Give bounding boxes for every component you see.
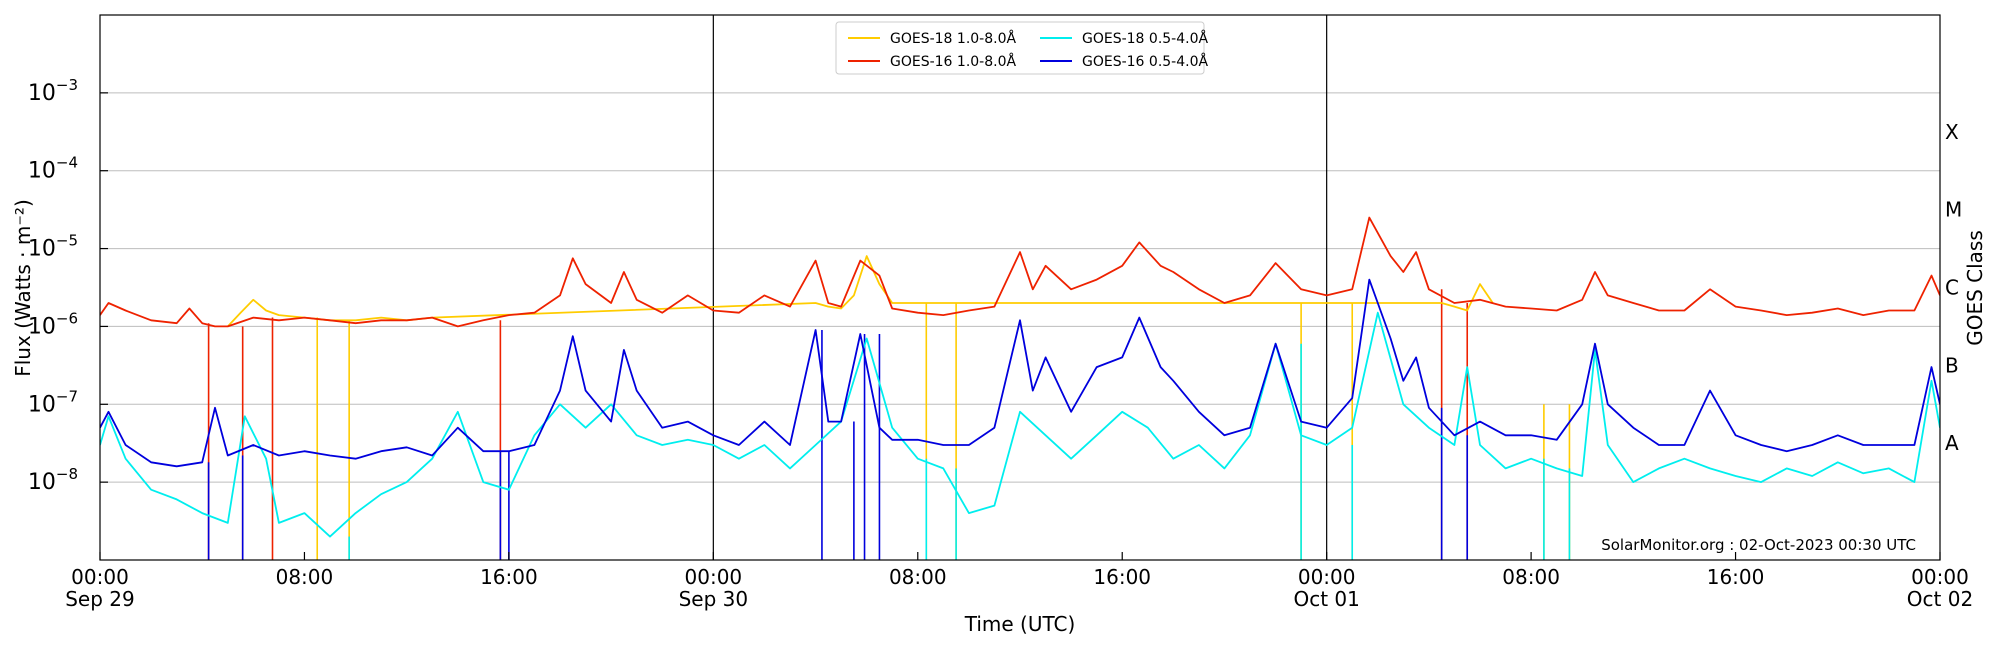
legend-entry-label: GOES-18 1.0-8.0Å [890,30,1016,47]
plot-frame [99,14,1941,561]
y-tick-label: 10−6 [28,309,78,339]
y-tick-label: 10−4 [28,154,78,184]
x-tick-time-label: 08:00 [889,565,947,589]
y-axis-ticks: 10−8 10−7 10−6 10−5 10−4 10−3 [28,76,108,495]
x-tick-date-label: Oct 02 [1907,587,1973,611]
x-tick-time-label: 16:00 [480,565,538,589]
x-tick-time-label: 16:00 [1093,565,1151,589]
x-tick-time-label: 00:00 [71,565,129,589]
legend: GOES-18 1.0-8.0Å GOES-16 1.0-8.0Å GOES-18 … [835,21,1208,75]
x-tick-time-label: 16:00 [1707,565,1765,589]
right-axis-label: GOES Class [1963,230,1987,346]
x-tick-date-label: Sep 30 [679,587,749,611]
y-tick-label: 10−5 [28,232,78,262]
class-label: B [1945,353,1959,377]
x-tick-time-label: 00:00 [685,565,743,589]
legend-entry-label: GOES-18 0.5-4.0Å [1082,30,1208,47]
y-tick-label: 10−8 [28,465,78,495]
class-label: X [1945,120,1959,144]
goes-class-labels: A B C M X [1945,120,1962,455]
x-axis-label: Time (UTC) [964,612,1076,636]
watermark: SolarMonitor.org : 02-Oct-2023 00:30 UTC [1601,536,1916,554]
y-tick-label: 10−3 [28,76,78,106]
y-tick-label: 10−7 [28,387,78,417]
series-line [100,216,1940,328]
class-label: A [1945,431,1959,455]
x-tick-date-label: Sep 29 [65,587,135,611]
class-label: M [1945,198,1962,222]
y-axis-label: Flux (Watts · m⁻²) [11,199,35,377]
x-tick-date-label: Oct 01 [1293,587,1359,611]
x-tick-time-label: 00:00 [1298,565,1356,589]
x-tick-time-label: 08:00 [1502,565,1560,589]
series-layer [100,216,1940,560]
series-line [100,278,1940,468]
series-line [100,311,1940,538]
legend-entry-label: GOES-16 0.5-4.0Å [1082,53,1208,70]
x-tick-time-label: 00:00 [1911,565,1969,589]
series-line [227,255,1494,328]
x-tick-time-label: 08:00 [276,565,334,589]
legend-box [835,21,1205,75]
legend-entry-label: GOES-16 1.0-8.0Å [890,53,1016,70]
class-label: C [1945,276,1959,300]
day-boundary-lines [712,15,1328,560]
grid-lines [100,92,1940,483]
